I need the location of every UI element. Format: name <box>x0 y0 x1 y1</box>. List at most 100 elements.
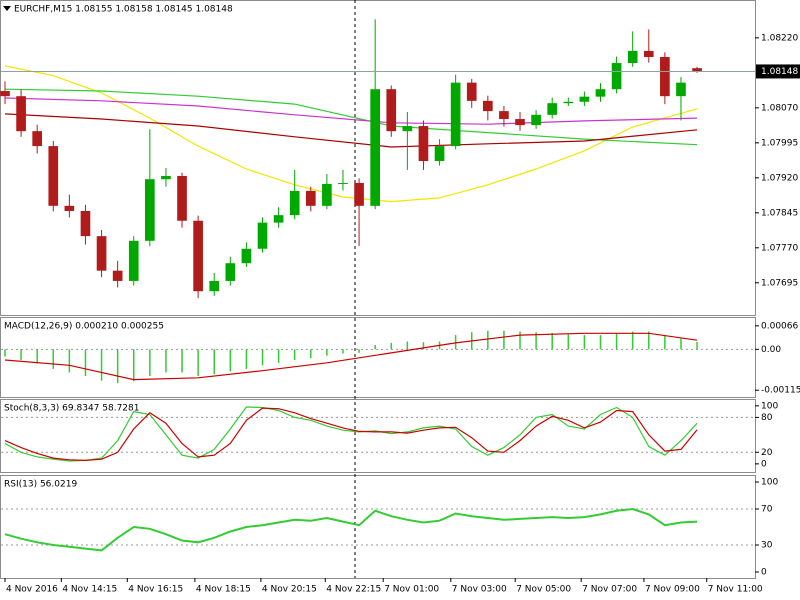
histogram-bar <box>293 349 296 360</box>
histogram-bar <box>648 331 650 350</box>
candle-body <box>241 248 252 264</box>
candle-body <box>434 146 445 162</box>
histogram-bar <box>551 332 553 350</box>
histogram-bar <box>390 342 393 350</box>
candle-body <box>289 190 300 216</box>
histogram-bar <box>52 349 55 369</box>
macd-frame <box>0 317 756 398</box>
candle-body <box>531 114 541 126</box>
y-tick-label: 100 <box>761 478 778 488</box>
histogram-bar <box>68 349 71 373</box>
candle-body <box>515 119 525 126</box>
y-tick-label: 1.07995 <box>761 138 798 148</box>
y-tick-label: 1.08220 <box>761 33 798 43</box>
y-tick-label: 1.08070 <box>761 103 798 113</box>
candle-body <box>96 236 107 271</box>
candle-body <box>48 146 59 206</box>
histogram-bar <box>615 333 618 350</box>
candle-body <box>257 222 268 249</box>
x-tick-label: 4 Nov 16:15 <box>128 585 183 595</box>
histogram-bar <box>165 349 167 373</box>
indicator-line <box>4 97 698 125</box>
candle-body <box>643 50 654 57</box>
x-tick-label: 4 Nov 14:15 <box>62 585 117 595</box>
y-tick-label: 1.07770 <box>761 243 798 253</box>
x-tick-label: 7 Nov 07:00 <box>582 585 637 595</box>
histogram-bar <box>342 349 344 354</box>
candle-body <box>64 205 75 211</box>
candle-body <box>354 182 364 206</box>
histogram-bar <box>599 335 602 350</box>
histogram-bar <box>406 341 409 350</box>
candle-body <box>128 240 139 281</box>
x-tick-label: 4 Nov 2016 <box>6 585 58 595</box>
y-tick-label: 20 <box>761 448 773 458</box>
x-tick-label: 7 Nov 09:00 <box>645 585 700 595</box>
indicator-line <box>4 88 698 146</box>
last-price-label: 1.08148 <box>761 67 798 77</box>
rsi-title: RSI(13) 56.0219 <box>4 480 77 490</box>
candle-body <box>563 101 574 104</box>
indicator-line <box>4 113 698 148</box>
histogram-bar <box>696 341 698 350</box>
y-tick-label: 0 <box>761 567 767 577</box>
x-tick-label: 7 Nov 01:00 <box>384 585 439 595</box>
x-tick-label: 7 Nov 11:00 <box>708 585 763 595</box>
candle-body <box>402 126 413 132</box>
candle-body <box>161 175 171 180</box>
histogram-bar <box>116 349 119 384</box>
histogram-bar <box>100 349 103 381</box>
candle-body <box>627 50 638 64</box>
histogram-bar <box>277 349 280 363</box>
last-price-box <box>756 64 800 79</box>
histogram-bar <box>20 349 22 360</box>
y-tick-label: 100 <box>761 401 778 411</box>
rsi-frame <box>0 475 756 579</box>
histogram-bar <box>149 349 151 377</box>
histogram-bar <box>181 349 183 373</box>
y-tick-label: 0.00 <box>761 345 781 355</box>
candle-body <box>595 89 606 97</box>
histogram-bar <box>631 331 634 350</box>
candle-body <box>305 190 316 206</box>
x-tick-label: 4 Nov 18:15 <box>196 585 251 595</box>
histogram-bar <box>310 349 312 359</box>
histogram-bar <box>36 349 38 364</box>
candle-body <box>386 89 397 132</box>
candle-body <box>547 103 558 115</box>
x-tick-label: 7 Nov 03:00 <box>452 585 507 595</box>
candle-body <box>660 56 670 97</box>
indicator-line <box>4 507 698 552</box>
candle-body <box>370 89 380 206</box>
candle-body <box>483 100 493 112</box>
candle-body <box>32 131 43 147</box>
candle-body <box>418 126 429 162</box>
y-tick-label: 80 <box>761 413 773 423</box>
histogram-bar <box>535 332 537 350</box>
histogram-bar <box>422 342 425 350</box>
symbol-menu-icon[interactable] <box>3 6 11 11</box>
candle-body <box>466 82 477 101</box>
main-frame <box>0 0 756 316</box>
x-tick-label: 7 Nov 05:00 <box>516 585 571 595</box>
x-tick-label: 4 Nov 22:15 <box>326 585 381 595</box>
y-tick-label: 0.00066 <box>761 321 798 331</box>
histogram-bar <box>261 349 264 366</box>
candle-body <box>273 215 284 223</box>
stoch-title: Stoch(8,3,3) 69.8347 58.7281 <box>4 404 139 414</box>
indicator-line <box>4 406 698 462</box>
y-tick-label: 1.07920 <box>761 173 798 183</box>
y-tick-label: 30 <box>761 540 773 550</box>
histogram-bar <box>197 349 199 377</box>
candle-body <box>692 68 702 72</box>
histogram-bar <box>229 349 232 372</box>
candle-body <box>225 263 236 281</box>
candle-body <box>499 111 509 120</box>
macd-title: MACD(12,26,9) 0.000210 0.000255 <box>4 322 164 332</box>
histogram-bar <box>454 335 457 350</box>
candle-body <box>611 63 622 90</box>
candle-body <box>338 182 348 184</box>
histogram-bar <box>374 345 376 350</box>
